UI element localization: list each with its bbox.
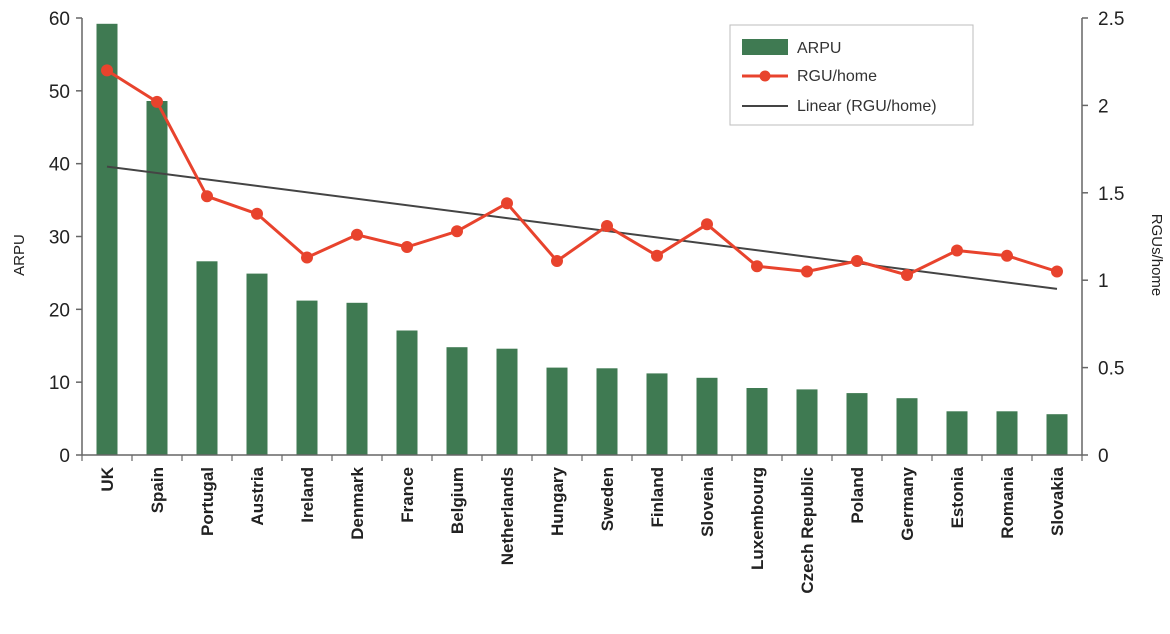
category-label-czech-republic: Czech Republic <box>798 467 817 594</box>
rgu-point-poland <box>851 255 863 267</box>
bar-finland <box>646 373 668 455</box>
bar-portugal <box>196 261 218 455</box>
right-axis-title: RGUs/home <box>1148 214 1165 297</box>
left-tick-label: 30 <box>49 228 70 249</box>
category-label-ireland: Ireland <box>298 467 317 523</box>
rgu-point-belgium <box>451 225 463 238</box>
category-label-slovakia: Slovakia <box>1048 466 1067 536</box>
bar-slovakia <box>1046 414 1068 455</box>
bar-belgium <box>446 347 468 455</box>
left-tick-label: 20 <box>49 300 70 321</box>
left-tick-label: 40 <box>49 155 70 176</box>
category-label-spain: Spain <box>148 467 167 513</box>
bar-spain <box>146 101 168 455</box>
bar-romania <box>996 411 1018 455</box>
left-tick-label: 10 <box>49 373 70 394</box>
rgu-point-portugal <box>201 190 213 203</box>
category-label-finland: Finland <box>648 467 667 527</box>
bar-luxembourg <box>746 388 768 455</box>
rgu-point-uk <box>101 64 113 77</box>
category-label-poland: Poland <box>848 467 867 524</box>
category-label-germany: Germany <box>898 466 917 540</box>
legend: ARPU RGU/home Linear (RGU/home) <box>729 24 974 126</box>
bar-germany <box>896 398 918 455</box>
left-tick-label: 60 <box>49 9 70 30</box>
category-label-portugal: Portugal <box>198 467 217 536</box>
labels-layer: 0 10 20 30 40 50 60 0 0.5 1 1.5 2 2.5 UK Spain Portugal… <box>49 9 1125 594</box>
right-tick-label: 1.5 <box>1098 184 1124 205</box>
bar-estonia <box>946 411 968 455</box>
category-label-belgium: Belgium <box>448 467 467 534</box>
left-tick-label: 50 <box>49 82 70 103</box>
legend-label-rgu: RGU/home <box>797 68 877 85</box>
category-label-sweden: Sweden <box>598 467 617 531</box>
rgu-point-hungary <box>551 255 563 267</box>
category-label-austria: Austria <box>248 466 267 525</box>
axes-layer <box>76 17 1088 461</box>
bar-netherlands <box>496 348 518 455</box>
rgu-point-ireland <box>301 251 313 264</box>
bar-hungary <box>546 367 568 455</box>
trendline <box>106 165 1058 290</box>
left-tick-label: 0 <box>59 446 70 467</box>
category-label-uk: UK <box>98 466 117 491</box>
bar-france <box>396 330 418 455</box>
right-tick-label: 0.5 <box>1098 359 1124 380</box>
bar-slovenia <box>696 377 718 455</box>
left-axis-title: ARPU <box>11 234 28 276</box>
legend-swatch-arpu <box>742 39 788 55</box>
category-label-france: France <box>398 467 417 523</box>
bar-denmark <box>346 302 368 455</box>
rgu-point-estonia <box>951 244 963 257</box>
rgu-point-denmark <box>351 228 363 241</box>
rgu-point-finland <box>651 249 663 262</box>
rgu-point-germany <box>901 269 913 281</box>
line-layer <box>101 64 1063 281</box>
right-tick-label: 1 <box>1098 271 1109 292</box>
category-label-estonia: Estonia <box>948 466 967 528</box>
rgu-point-austria <box>251 207 263 220</box>
bar-czech-republic <box>796 389 818 455</box>
rgu-point-netherlands <box>501 197 513 210</box>
rgu-point-slovakia <box>1051 265 1063 278</box>
category-label-denmark: Denmark <box>348 466 367 539</box>
bar-austria <box>246 273 268 455</box>
rgu-series-line <box>106 69 1058 277</box>
rgu-point-spain <box>151 95 163 108</box>
rgu-point-czech-republic <box>801 265 813 278</box>
rgu-point-slovenia <box>701 218 713 231</box>
legend-label-trend: Linear (RGU/home) <box>797 98 937 115</box>
category-label-netherlands: Netherlands <box>498 467 517 565</box>
bar-sweden <box>596 368 618 455</box>
rgu-point-romania <box>1001 249 1013 262</box>
right-tick-label: 2 <box>1098 96 1109 117</box>
right-tick-label: 2.5 <box>1098 9 1124 30</box>
category-label-hungary: Hungary <box>548 466 567 536</box>
bars-layer <box>96 23 1068 456</box>
legend-swatch-rgu-marker <box>759 70 771 82</box>
trendline-layer <box>106 165 1058 290</box>
bar-uk <box>96 23 118 456</box>
bar-ireland <box>296 300 318 455</box>
rgu-point-luxembourg <box>751 260 763 273</box>
rgu-point-sweden <box>601 220 613 232</box>
category-label-romania: Romania <box>998 466 1017 538</box>
right-tick-label: 0 <box>1098 446 1109 467</box>
legend-label-arpu: ARPU <box>797 40 841 57</box>
category-label-slovenia: Slovenia <box>698 466 717 536</box>
bar-poland <box>846 393 868 455</box>
rgu-point-france <box>401 241 413 253</box>
category-label-luxembourg: Luxembourg <box>748 467 767 570</box>
